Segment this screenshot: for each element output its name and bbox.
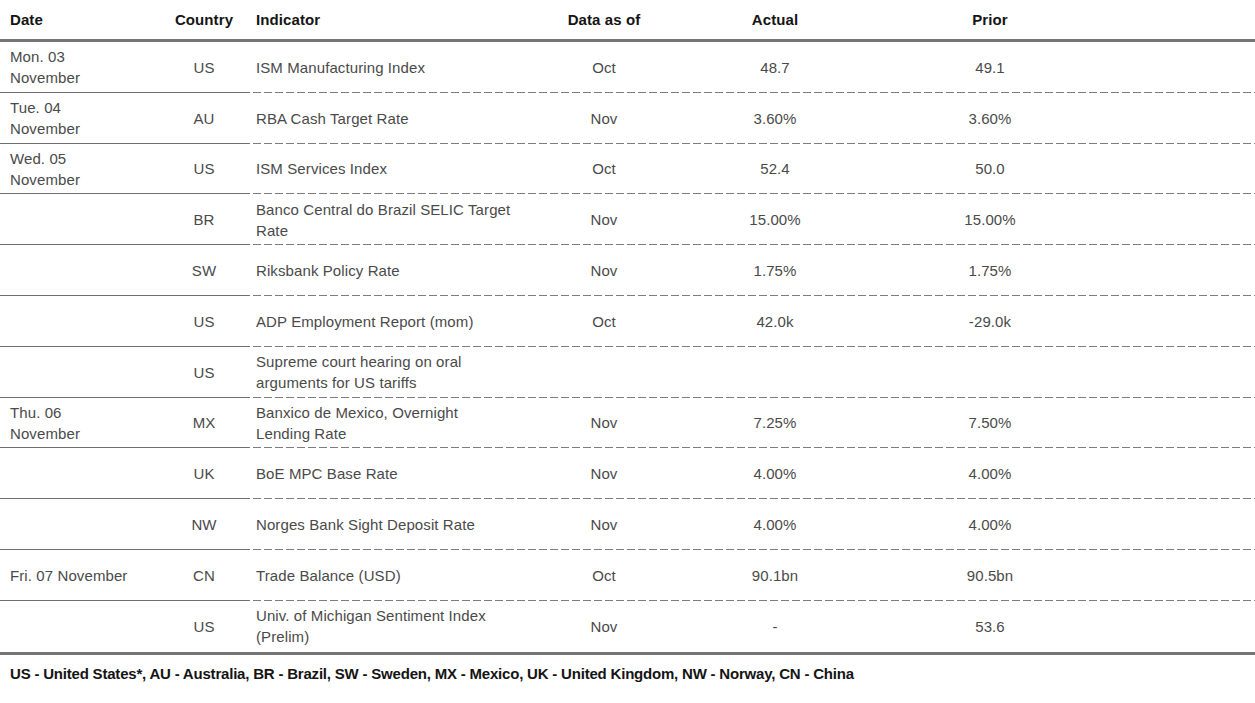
column-header-prior: Prior <box>890 11 1090 28</box>
cell-data-as-of: Nov <box>548 618 660 635</box>
table-row: Thu. 06 November MX Banxico de Mexico, O… <box>0 398 1255 449</box>
column-header-data-as-of: Data as of <box>548 11 660 28</box>
column-header-country: Country <box>160 11 248 28</box>
cell-prior: 4.00% <box>890 516 1090 533</box>
table-row: Tue. 04 November AU RBA Cash Target Rate… <box>0 93 1255 144</box>
cell-date: Mon. 03 November <box>0 46 160 88</box>
table-row: BR Banco Central do Brazil SELIC Target … <box>0 194 1255 245</box>
column-header-date: Date <box>0 9 160 30</box>
cell-country: MX <box>160 414 248 431</box>
cell-prior: 53.6 <box>890 618 1090 635</box>
cell-actual: 52.4 <box>660 160 890 177</box>
cell-indicator: ISM Manufacturing Index <box>248 57 548 78</box>
cell-actual: 42.0k <box>660 313 890 330</box>
cell-prior: 50.0 <box>890 160 1090 177</box>
cell-prior: 3.60% <box>890 110 1090 127</box>
cell-indicator: Norges Bank Sight Deposit Rate <box>248 514 548 535</box>
cell-actual: 4.00% <box>660 465 890 482</box>
cell-indicator: Supreme court hearing on oral arguments … <box>248 351 548 393</box>
cell-data-as-of: Nov <box>548 465 660 482</box>
cell-date: Fri. 07 November <box>0 565 160 586</box>
table-row: Wed. 05 November US ISM Services Index O… <box>0 144 1255 195</box>
cell-country: CN <box>160 567 248 584</box>
cell-country: SW <box>160 262 248 279</box>
cell-prior: 49.1 <box>890 59 1090 76</box>
country-code-legend: US - United States*, AU - Australia, BR … <box>0 652 1255 682</box>
table-row: NW Norges Bank Sight Deposit Rate Nov 4.… <box>0 499 1255 550</box>
cell-actual: - <box>660 618 890 635</box>
cell-country: US <box>160 618 248 635</box>
cell-data-as-of: Nov <box>548 110 660 127</box>
cell-prior: 7.50% <box>890 414 1090 431</box>
cell-data-as-of: Nov <box>548 262 660 279</box>
cell-prior: 90.5bn <box>890 567 1090 584</box>
cell-data-as-of: Nov <box>548 516 660 533</box>
table-row: US ADP Employment Report (mom) Oct 42.0k… <box>0 296 1255 347</box>
economic-calendar-page: Date Country Indicator Data as of Actual… <box>0 0 1255 703</box>
cell-prior: -29.0k <box>890 313 1090 330</box>
table-row: UK BoE MPC Base Rate Nov 4.00% 4.00% <box>0 448 1255 499</box>
cell-country: NW <box>160 516 248 533</box>
table-row: SW Riksbank Policy Rate Nov 1.75% 1.75% <box>0 245 1255 296</box>
cell-country: UK <box>160 465 248 482</box>
cell-country: US <box>160 313 248 330</box>
cell-country: US <box>160 59 248 76</box>
cell-indicator: ADP Employment Report (mom) <box>248 311 548 332</box>
cell-country: US <box>160 364 248 381</box>
cell-date: Thu. 06 November <box>0 402 160 444</box>
cell-data-as-of: Nov <box>548 211 660 228</box>
cell-prior: 15.00% <box>890 211 1090 228</box>
cell-prior: 4.00% <box>890 465 1090 482</box>
cell-data-as-of: Oct <box>548 313 660 330</box>
table-body: Mon. 03 November US ISM Manufacturing In… <box>0 42 1255 652</box>
cell-data-as-of: Oct <box>548 160 660 177</box>
cell-indicator: BoE MPC Base Rate <box>248 463 548 484</box>
cell-country: BR <box>160 211 248 228</box>
cell-actual: 90.1bn <box>660 567 890 584</box>
table-row: US Univ. of Michigan Sentiment Index (Pr… <box>0 601 1255 652</box>
cell-indicator: RBA Cash Target Rate <box>248 108 548 129</box>
cell-actual: 48.7 <box>660 59 890 76</box>
cell-actual: 7.25% <box>660 414 890 431</box>
cell-actual: 4.00% <box>660 516 890 533</box>
cell-actual: 1.75% <box>660 262 890 279</box>
table-row: US Supreme court hearing on oral argumen… <box>0 347 1255 398</box>
table-row: Mon. 03 November US ISM Manufacturing In… <box>0 42 1255 93</box>
column-header-indicator: Indicator <box>248 9 548 30</box>
cell-actual: 15.00% <box>660 211 890 228</box>
cell-indicator: Trade Balance (USD) <box>248 565 548 586</box>
cell-date: Tue. 04 November <box>0 97 160 139</box>
cell-data-as-of: Nov <box>548 414 660 431</box>
cell-prior: 1.75% <box>890 262 1090 279</box>
cell-indicator: Banxico de Mexico, Overnight Lending Rat… <box>248 402 548 444</box>
cell-data-as-of: Oct <box>548 59 660 76</box>
column-header-actual: Actual <box>660 11 890 28</box>
cell-data-as-of: Oct <box>548 567 660 584</box>
cell-country: AU <box>160 110 248 127</box>
table-row: Fri. 07 November CN Trade Balance (USD) … <box>0 550 1255 601</box>
cell-date: Wed. 05 November <box>0 148 160 190</box>
cell-indicator: Univ. of Michigan Sentiment Index (Preli… <box>248 605 548 647</box>
table-header-row: Date Country Indicator Data as of Actual… <box>0 0 1255 42</box>
cell-indicator: Banco Central do Brazil SELIC Target Rat… <box>248 199 548 241</box>
cell-indicator: Riksbank Policy Rate <box>248 260 548 281</box>
cell-country: US <box>160 160 248 177</box>
cell-indicator: ISM Services Index <box>248 158 548 179</box>
cell-actual: 3.60% <box>660 110 890 127</box>
